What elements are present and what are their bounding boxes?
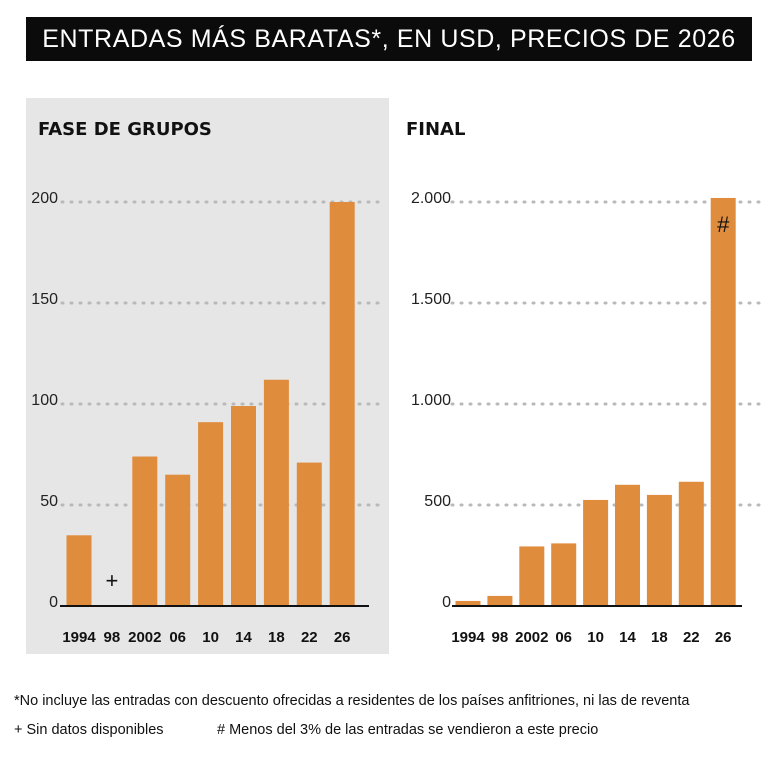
chart-2-x-tick-label: 18 — [651, 629, 668, 646]
footnote-plus: + Sin datos disponibles — [14, 722, 164, 738]
chart-1-bar-1994 — [66, 535, 92, 606]
footnote-asterisk: *No incluye las entradas con descuento o… — [14, 693, 690, 709]
chart-1-x-tick-label: 06 — [169, 629, 186, 646]
chart-2-bar-1994 — [455, 600, 481, 606]
footnote-hash: # Menos del 3% de las entradas se vendie… — [217, 722, 599, 738]
chart-2-y-tick-label: 2.000 — [411, 190, 451, 207]
chart-2-x-tick-label: 14 — [619, 629, 636, 646]
chart-1-marker-98: + — [105, 568, 118, 593]
chart-2-y-tick-label: 500 — [424, 493, 451, 510]
chart-1-x-tick-label: 14 — [235, 629, 252, 646]
chart-2-y-tick-label: 1.000 — [411, 392, 451, 409]
chart-1-bar-2002 — [132, 456, 158, 606]
chart-2-title: FINAL — [406, 119, 465, 140]
chart-1-bar-06 — [165, 474, 191, 606]
chart-2-y-tick-label: 1.500 — [411, 291, 451, 308]
chart-1-x-tick-label: 22 — [301, 629, 318, 646]
chart-1-x-tick-label: 26 — [334, 629, 351, 646]
chart-2-bar-98 — [487, 595, 513, 606]
chart-1-y-tick-label: 150 — [31, 291, 58, 308]
chart-2-x-tick-label: 1994 — [451, 629, 485, 646]
chart-1-y-tick-label: 50 — [40, 493, 58, 510]
chart-1-y-tick-label: 100 — [31, 392, 58, 409]
chart-2-y-tick-label: 0 — [442, 594, 451, 611]
chart-1-x-tick-label: 1994 — [62, 629, 96, 646]
chart-1-x-tick-label: 2002 — [128, 629, 161, 646]
chart-2-x-tick-label: 22 — [683, 629, 700, 646]
chart-2-bar-06 — [551, 543, 577, 606]
chart-2-bar-22 — [678, 481, 704, 606]
chart-2-bar-26 — [710, 197, 736, 606]
chart-2-bar-2002 — [519, 546, 545, 606]
chart-title: ENTRADAS MÁS BARATAS*, EN USD, PRECIOS D… — [26, 17, 752, 61]
chart-2-bar-10 — [583, 499, 609, 606]
chart-1-title: FASE DE GRUPOS — [38, 119, 212, 140]
chart-1-bar-18 — [263, 379, 289, 606]
chart-1-bar-14 — [231, 406, 256, 606]
chart-1-x-tick-label: 10 — [202, 629, 219, 646]
chart-1-y-tick-label: 0 — [49, 594, 58, 611]
chart-1-x-tick-label: 18 — [268, 629, 285, 646]
chart-1-y-tick-label: 200 — [31, 190, 58, 207]
chart-1-bar-26 — [329, 202, 355, 606]
chart-2-bar-18 — [646, 494, 672, 606]
chart-2-marker-26: # — [717, 212, 730, 237]
chart-2-x-tick-label: 10 — [587, 629, 604, 646]
chart-1-x-tick-label: 98 — [104, 629, 121, 646]
chart-2-x-tick-label: 98 — [492, 629, 509, 646]
chart-2-x-tick-label: 26 — [715, 629, 732, 646]
chart-1-bar-10 — [198, 422, 224, 606]
chart-1-bar-22 — [296, 462, 322, 606]
chart-2-bar-14 — [615, 484, 640, 606]
chart-2-x-tick-label: 06 — [555, 629, 572, 646]
chart-2-x-tick-label: 2002 — [515, 629, 548, 646]
